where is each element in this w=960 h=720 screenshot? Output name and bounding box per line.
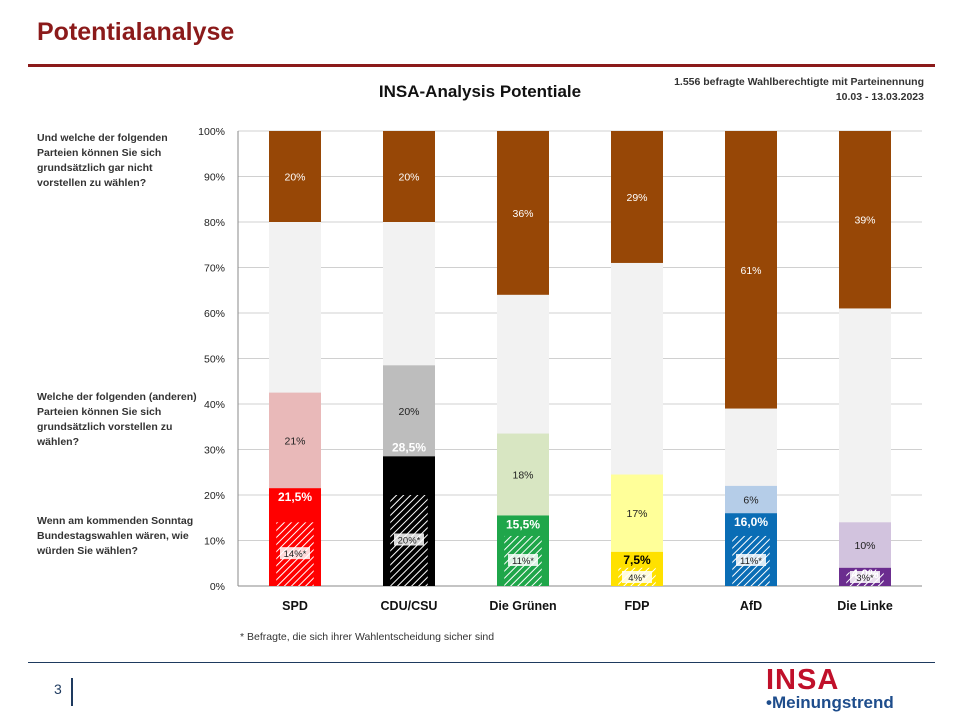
label-potential: 6% [743, 495, 758, 507]
y-tick-label: 90% [204, 172, 225, 184]
label-potential: 18% [512, 470, 533, 482]
y-tick-label: 0% [210, 581, 225, 593]
chart-title: INSA-Analysis Potentiale [378, 82, 582, 101]
label-excluded: 20% [284, 172, 305, 184]
bar-excluded [725, 131, 777, 409]
logo-subline: •Meinungstrend [766, 693, 894, 712]
label-sure: 3%* [856, 573, 874, 584]
label-potential: 21% [284, 435, 305, 447]
page-number-bar [71, 678, 73, 706]
bar-excluded [497, 131, 549, 295]
y-tick-label: 30% [204, 445, 225, 457]
question-excluded: Und welche der folgenden Parteien können… [37, 132, 168, 189]
label-excluded: 20% [398, 172, 419, 184]
label-potential: 17% [626, 508, 647, 520]
y-tick-label: 70% [204, 263, 225, 275]
y-tick-label: 40% [204, 399, 225, 411]
bar-potential [269, 392, 321, 489]
question-potential: Welche der folgenden (anderen) Parteien … [37, 391, 197, 448]
y-tick-label: 100% [198, 126, 225, 138]
label-sure-box [736, 553, 766, 566]
title-divider [28, 64, 935, 67]
footnote: * Befragte, die sich ihrer Wahlentscheid… [240, 631, 495, 643]
x-axis-labels: SPD CDU/CSU Die Grünen FDP AfD Die Linke [282, 599, 893, 613]
bar-excluded [839, 131, 891, 309]
label-vote: 7,5% [623, 553, 651, 567]
bar-potential [383, 365, 435, 457]
y-tick-label: 60% [204, 308, 225, 320]
label-vote: 28,5% [392, 440, 426, 454]
question-vote: Wenn am kommenden Sonntag Bundestagswahl… [37, 515, 194, 557]
page-number: 3 [54, 681, 62, 697]
label-vote: 16,0% [734, 515, 768, 529]
x-category-label: AfD [740, 599, 762, 613]
page-title: Potentialanalyse [37, 18, 235, 46]
label-sure-box [850, 571, 880, 583]
bar-excluded [383, 131, 435, 222]
x-category-label: SPD [282, 599, 308, 613]
bar-excluded [269, 131, 321, 222]
x-category-label: Die Linke [837, 599, 893, 613]
label-sure-box [280, 547, 310, 560]
label-sure: 14%* [284, 549, 307, 560]
insa-logo: INSA •Meinungstrend [766, 664, 916, 714]
footer-divider [28, 662, 935, 663]
label-sure: 20%* [398, 536, 421, 547]
y-tick-label: 10% [204, 536, 225, 548]
label-sure: 11%* [740, 556, 762, 567]
x-category-label: Die Grünen [489, 599, 556, 613]
label-sure-box [394, 533, 424, 546]
bar-excluded [611, 131, 663, 263]
data-labels: 20% 21% 21,5% 14%* 20% 20% 28,5% 20%* 36% 18% 15,5… [278, 172, 880, 584]
label-sure-box [508, 553, 538, 566]
label-potential: 10% [854, 540, 875, 552]
bars [269, 131, 891, 586]
bar-potential [839, 522, 891, 568]
grid-lines [238, 130, 922, 587]
survey-period: 10.03 - 13.03.2023 [835, 91, 924, 103]
y-tick-label: 80% [204, 217, 225, 229]
x-category-label: CDU/CSU [381, 599, 438, 613]
label-excluded: 61% [740, 265, 761, 277]
label-excluded: 36% [512, 208, 533, 220]
label-vote: 15,5% [506, 517, 540, 531]
label-potential: 20% [398, 406, 419, 418]
label-vote: 21,5% [278, 490, 312, 504]
label-excluded: 29% [626, 192, 647, 204]
label-sure: 11%* [512, 556, 534, 567]
x-category-label: FDP [625, 599, 650, 613]
y-tick-label: 50% [204, 354, 225, 366]
logo-wordmark: INSA [766, 664, 840, 696]
label-sure: 4%* [628, 573, 646, 584]
survey-sample: 1.556 befragte Wahlberechtigte mit Parte… [674, 76, 924, 88]
y-axis: 0% 10% 20% 30% 40% 50% 60% 70% 80% 90% 100% [198, 126, 922, 593]
survey-meta: 1.556 befragte Wahlberechtigte mit Parte… [674, 75, 924, 105]
bar-potential [497, 433, 549, 516]
y-tick-label: 20% [204, 490, 225, 502]
bar-potential [611, 474, 663, 552]
label-excluded: 39% [854, 215, 875, 227]
label-sure-box [622, 571, 652, 583]
bar-potential [725, 485, 777, 514]
